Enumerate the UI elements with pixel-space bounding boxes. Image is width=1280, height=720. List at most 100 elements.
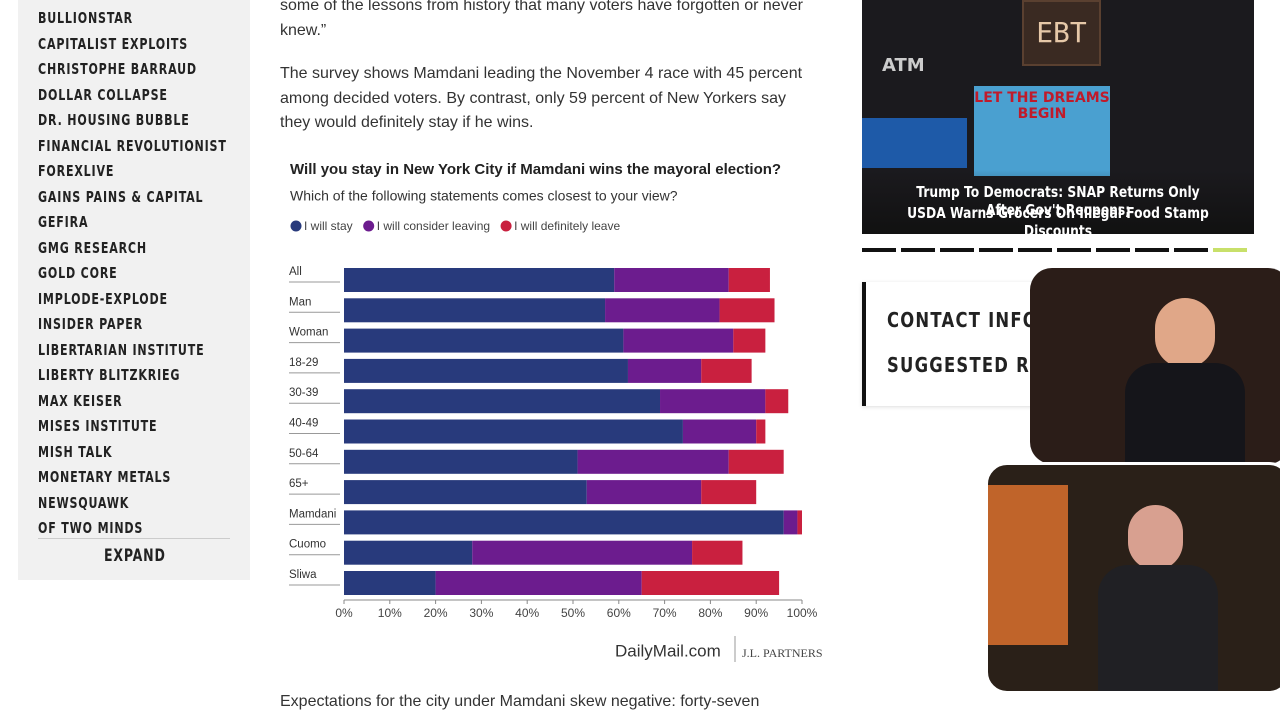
y-tick-label: 65+ (289, 478, 309, 490)
sidebar-link[interactable]: CAPITALIST EXPLOITS (38, 34, 189, 53)
paragraph: The survey shows Mamdani leading the Nov… (280, 65, 803, 131)
y-tick-label: Sliwa (289, 569, 317, 581)
sidebar-link[interactable]: OF TWO MINDS (38, 519, 144, 537)
webcam-video (985, 462, 1280, 694)
sidebar-link[interactable]: GAINS PAINS & CAPITAL (38, 187, 204, 206)
bar-segment (728, 268, 770, 292)
bar-segment (472, 540, 693, 565)
person (1155, 298, 1215, 368)
carousel-dot[interactable] (1135, 248, 1169, 252)
paragraph: some of the lessons from history that ma… (280, 0, 803, 39)
carousel-dot[interactable] (1213, 248, 1247, 252)
bar-segment (344, 358, 628, 383)
sidebar-link[interactable]: GMG RESEARCH (38, 238, 147, 257)
bar-segment (605, 298, 720, 323)
expand-button[interactable]: EXPAND (104, 546, 166, 566)
legend-label: I will consider leaving (377, 219, 490, 233)
sign (862, 118, 967, 168)
partner-logo: J.L. PARTNERS (742, 646, 823, 660)
sidebar-link[interactable]: GOLD CORE (38, 264, 118, 282)
sidebar-link[interactable]: LIBERTARIAN INSTITUTE (38, 340, 205, 359)
sidebar-link[interactable]: MISH TALK (38, 442, 113, 461)
bar-segment (344, 419, 683, 444)
decor (988, 485, 1068, 645)
y-tick-label: 40-49 (289, 418, 318, 430)
bar-segment (344, 571, 436, 595)
webcam-video (1030, 268, 1280, 464)
divider (38, 538, 230, 539)
bar-segment (586, 480, 702, 505)
x-tick-label: 90% (744, 606, 768, 620)
bar-segment (641, 571, 780, 595)
news-image[interactable]: EBT ATM LET THE DREAMS BEGIN (862, 0, 1254, 234)
sign: EBT (1022, 0, 1101, 66)
sidebar-link[interactable]: FINANCIAL REVOLUTIONIST (38, 136, 227, 155)
chart: Will you stay in New York City if Mamdan… (289, 161, 823, 662)
sidebar-link[interactable]: NEWSQUAWK (38, 493, 130, 512)
sidebar-link[interactable]: GEFIRA (38, 213, 89, 231)
carousel-dot[interactable] (1096, 248, 1130, 252)
bar-segment (627, 358, 702, 383)
bar-segment (344, 298, 606, 323)
bar-segment (783, 510, 798, 535)
sidebar-link[interactable]: INSIDER PAPER (38, 315, 143, 333)
bar-segment (614, 268, 729, 292)
bar-segment (344, 510, 784, 535)
carousel-dot[interactable] (1018, 248, 1052, 252)
sidebar-link[interactable]: LIBERTY BLITZKRIEG (38, 366, 181, 384)
x-tick-label: 50% (561, 606, 585, 620)
x-tick-label: 60% (607, 606, 631, 620)
bar-segment (344, 268, 615, 292)
y-tick-label: All (289, 266, 302, 278)
person (1128, 505, 1183, 570)
sidebar-link[interactable]: MISES INSTITUTE (38, 417, 158, 435)
bar-segment (765, 389, 789, 414)
x-tick-label: 40% (515, 606, 539, 620)
bar-segment (733, 328, 766, 353)
sign: ATM (882, 55, 925, 76)
sidebar-link[interactable]: IMPLODE-EXPLODE (38, 289, 168, 308)
y-tick-label: Man (289, 296, 311, 308)
legend-swatch (363, 220, 375, 232)
bar-segment (435, 571, 642, 595)
carousel-dot[interactable] (1057, 248, 1091, 252)
x-tick-label: 70% (653, 606, 677, 620)
legend-swatch (500, 220, 512, 232)
bar-segment (344, 540, 473, 565)
sidebar-link[interactable]: FOREXLIVE (38, 162, 115, 180)
sidebar-link[interactable]: BULLIONSTAR (38, 9, 133, 27)
legend-label: I will stay (304, 219, 353, 233)
widget-box (862, 282, 1066, 406)
bar-segment (701, 480, 757, 505)
bar-segment (701, 358, 752, 383)
carousel-dot[interactable] (901, 248, 935, 252)
bar-segment (728, 449, 784, 474)
y-tick-label: 30-39 (289, 387, 318, 399)
bar-segment (660, 389, 766, 414)
bar-segment (797, 510, 802, 535)
x-tick-label: 100% (787, 606, 818, 620)
bar-segment (623, 328, 734, 353)
bar-segment (719, 298, 775, 323)
sidebar-link[interactable]: DR. HOUSING BUBBLE (38, 111, 190, 129)
legend-label: I will definitely leave (514, 219, 620, 233)
bar-segment (344, 480, 587, 505)
sidebar-link[interactable]: MONETARY METALS (38, 468, 172, 486)
y-tick-label: Cuomo (289, 539, 326, 551)
x-tick-label: 80% (698, 606, 722, 620)
source-logo: DailyMail.com (615, 641, 721, 660)
widget-link[interactable]: CONTACT INFOR (887, 308, 1052, 332)
person (1098, 565, 1218, 691)
sidebar: EXPAND BULLIONSTAR CAPITALIST EXPLOITS CHR… (18, 0, 250, 580)
carousel-dot[interactable] (1174, 248, 1208, 252)
carousel-dot[interactable] (862, 248, 896, 252)
sidebar-link[interactable]: DOLLAR COLLAPSE (38, 85, 168, 104)
carousel-dot[interactable] (940, 248, 974, 252)
sidebar-link[interactable]: MAX KEISER (38, 391, 123, 410)
widget-link[interactable]: SUGGESTED REA (887, 353, 1057, 377)
bar-segment (344, 389, 661, 414)
carousel-dot[interactable] (979, 248, 1013, 252)
sidebar-link[interactable]: CHRISTOPHE BARRAUD (38, 60, 197, 78)
sign: LET THE DREAMS BEGIN (974, 86, 1110, 176)
